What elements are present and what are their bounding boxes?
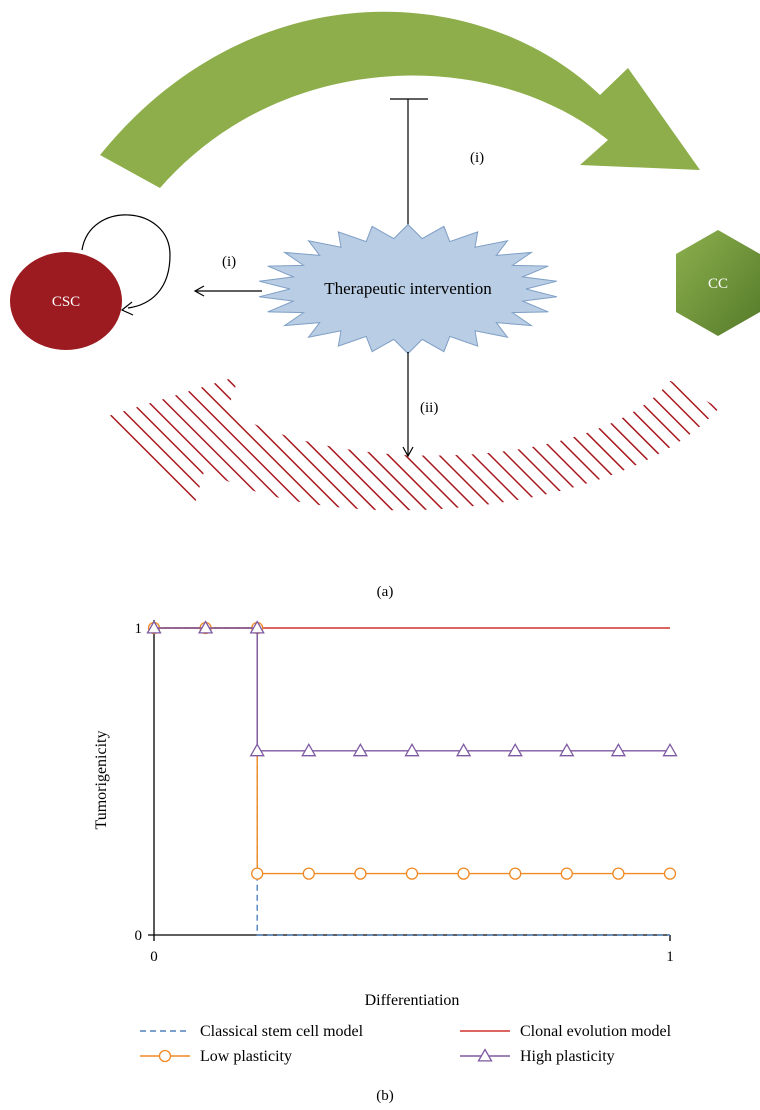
chart-series — [146, 620, 678, 936]
y-tick-label: 0 — [135, 928, 143, 944]
panel-a-label: (a) — [377, 584, 394, 600]
data-point — [610, 742, 627, 757]
arrow-to-csc-head — [193, 285, 205, 297]
csc-node — [10, 252, 122, 350]
legend-label: Clonal evolution model — [520, 1023, 672, 1040]
legend-item: High plasticity — [460, 1048, 615, 1065]
data-point — [354, 867, 367, 880]
csc-self-loop — [81, 214, 171, 309]
legend-marker — [477, 1048, 493, 1062]
legend-label: High plasticity — [520, 1048, 615, 1065]
series-line — [154, 627, 670, 752]
cc-label: CC — [708, 276, 728, 292]
legend-marker — [158, 1049, 172, 1063]
x-axis-label: Differentiation — [365, 992, 460, 1009]
legend-item: Classical stem cell model — [140, 1023, 364, 1040]
label-ii: (ii) — [420, 400, 438, 416]
hatched-curved-arrow — [99, 374, 721, 512]
legend-item: Low plasticity — [140, 1048, 292, 1065]
data-point — [405, 867, 419, 880]
data-point — [457, 867, 470, 880]
data-point — [249, 742, 265, 757]
data-point — [509, 867, 522, 880]
intervention-label: Therapeutic intervention — [324, 279, 492, 298]
series-line — [154, 627, 670, 936]
y-axis-label: Tumorigenicity — [93, 731, 110, 830]
data-point — [507, 742, 523, 757]
label-i-top: (i) — [470, 150, 484, 166]
data-point — [251, 867, 264, 880]
data-point — [352, 742, 369, 757]
legend-label: Classical stem cell model — [200, 1023, 364, 1040]
data-point — [301, 742, 317, 757]
series-classical-stem-cell-model — [154, 627, 670, 936]
data-point — [146, 620, 162, 634]
green-curved-arrow — [100, 11, 700, 188]
panel-a: (i) CSC (i) Therapeutic intervention (ii… — [10, 11, 760, 600]
data-point — [249, 620, 265, 634]
series-high-plasticity — [146, 620, 678, 757]
csc-self-loop-arrowhead — [120, 301, 134, 316]
arrow-down-head — [402, 446, 414, 458]
data-point — [662, 742, 678, 757]
x-tick-label: 0 — [150, 949, 158, 965]
cc-node — [676, 230, 760, 336]
data-point — [559, 742, 575, 757]
data-point — [612, 867, 625, 880]
label-i-left: (i) — [222, 254, 236, 270]
data-point — [455, 742, 472, 757]
y-tick-label: 1 — [135, 621, 143, 637]
data-point — [302, 867, 315, 880]
legend-item: Clonal evolution model — [460, 1023, 672, 1040]
panel-b: 0 1 0 1 Tumorigenicity Differentiation Clas… — [93, 620, 678, 1104]
chart-legend: Classical stem cell model Clonal evolutio… — [140, 1023, 672, 1065]
data-point — [197, 620, 214, 634]
data-point — [663, 867, 677, 880]
panel-b-label: (b) — [376, 1088, 394, 1104]
chart-axes: 0 1 0 1 — [135, 620, 674, 965]
legend-label: Low plasticity — [200, 1048, 292, 1065]
csc-label: CSC — [52, 294, 80, 310]
data-point — [560, 867, 573, 880]
x-tick-label: 1 — [666, 949, 674, 965]
data-point — [404, 742, 420, 757]
